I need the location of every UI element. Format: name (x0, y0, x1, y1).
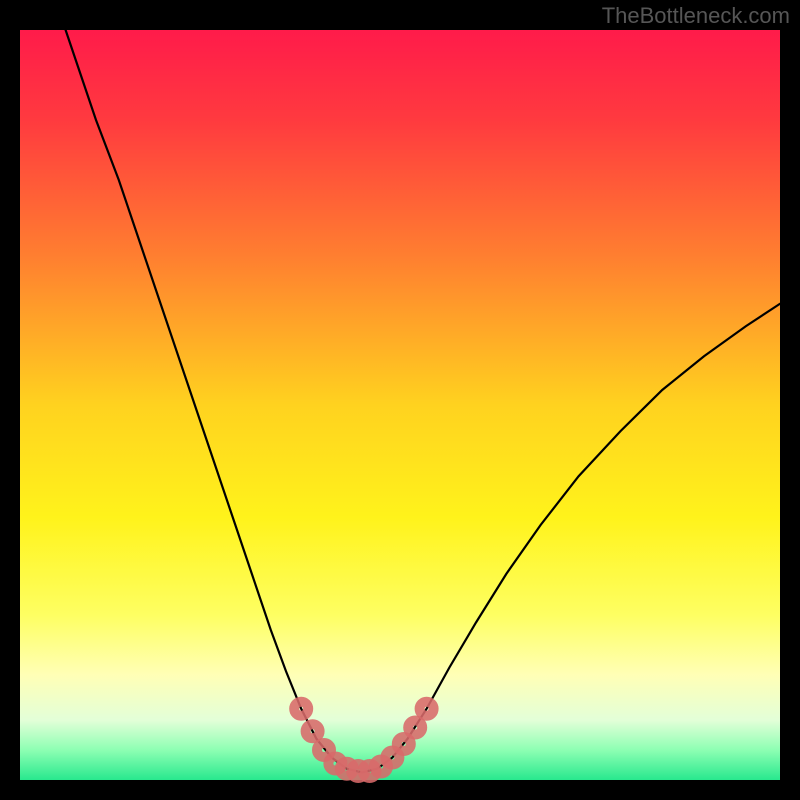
watermark-text: TheBottleneck.com (602, 3, 790, 29)
chart-container: { "watermark": { "text": "TheBottleneck.… (0, 0, 800, 800)
gradient-background (20, 30, 780, 780)
bottleneck-chart (0, 0, 800, 800)
